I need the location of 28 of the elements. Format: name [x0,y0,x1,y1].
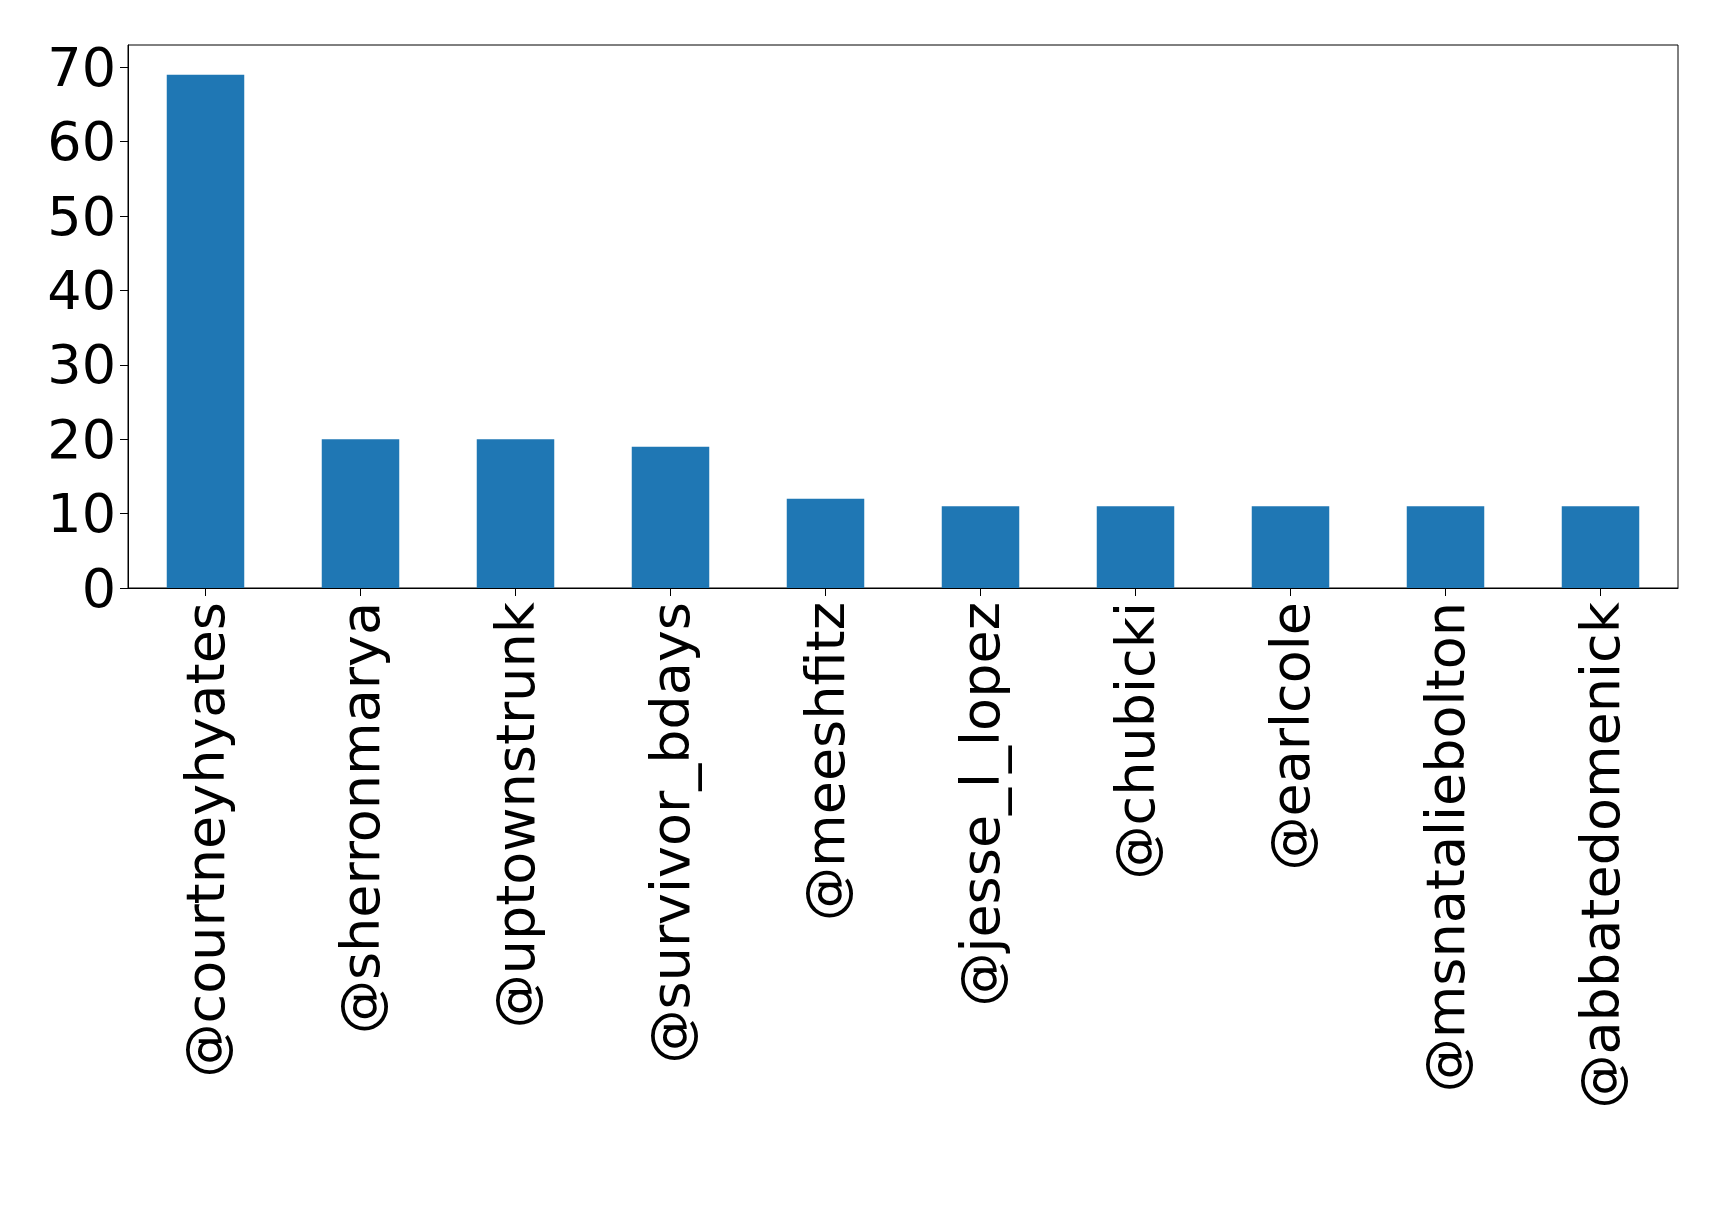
y-tick-label: 40 [47,258,116,322]
y-tick-label: 10 [47,482,116,546]
bar [1096,506,1175,588]
x-tick-label: @chubicki [1104,602,1167,880]
y-tick-label: 50 [47,184,116,248]
bar [166,74,245,588]
x-tick-label: @uptownstrunk [484,601,547,1029]
x-tick-label: @courtneyhyates [174,602,237,1078]
x-tick-label: @survivor_bdays [639,602,702,1064]
y-tick-label: 30 [47,333,116,397]
x-tick-label: @msnataliebolton [1414,602,1477,1093]
x-tick-label: @meeshfitz [794,602,857,921]
bar [1251,506,1330,588]
bar [1406,506,1485,588]
bar [476,439,555,588]
x-tick-label: @abbatedomenick [1569,601,1632,1109]
x-tick-label: @jesse_l_lopez [949,602,1012,1007]
bar [631,446,710,588]
bar [321,439,400,588]
y-tick-label: 60 [47,110,116,174]
y-tick-label: 20 [47,407,116,471]
bar [786,498,865,588]
y-tick-label: 0 [81,556,116,620]
y-tick-label: 70 [47,35,116,99]
bar [941,506,1020,588]
bar [1561,506,1640,588]
x-tick-label: @sherronmarya [329,602,392,1035]
x-tick-label: @earlcole [1259,602,1322,871]
